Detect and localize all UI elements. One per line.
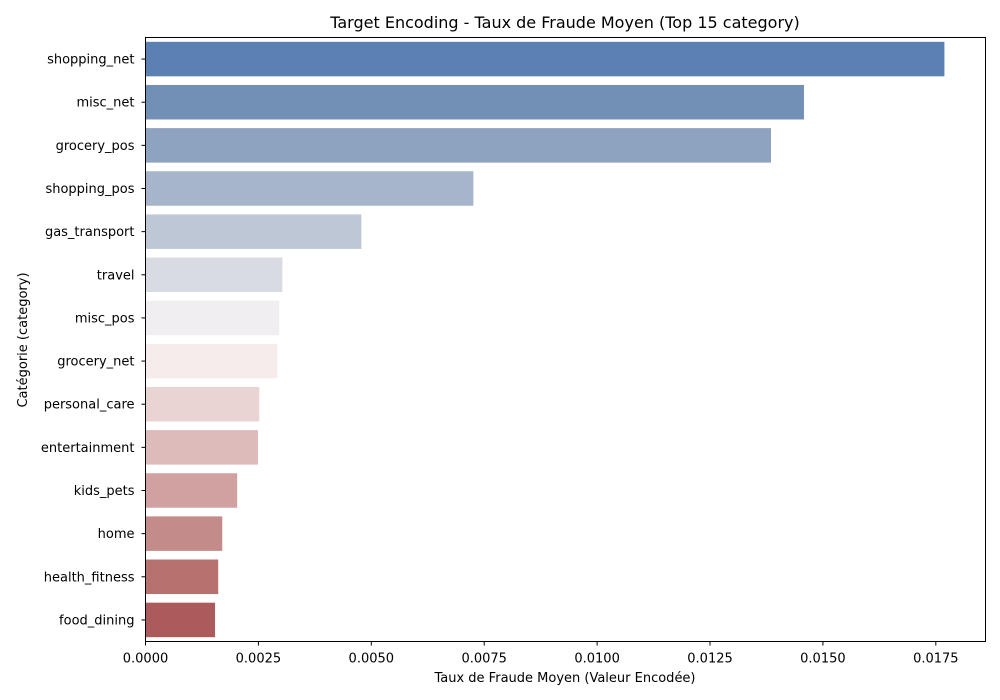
y-tick-label-food_dining: food_dining (59, 613, 134, 628)
x-tick-label: 0.0075 (461, 652, 507, 667)
chart-title: Target Encoding - Taux de Fraude Moyen (… (329, 13, 799, 32)
bar-kids_pets (145, 473, 238, 508)
bar-food_dining (145, 602, 216, 638)
y-tick-label-kids_pets: kids_pets (74, 484, 135, 499)
y-tick-label-personal_care: personal_care (44, 398, 135, 413)
y-tick-label-misc_pos: misc_pos (75, 311, 135, 326)
plot-frame (145, 37, 986, 642)
x-tick-label: 0.0150 (800, 652, 846, 667)
x-ticks: 0.0000 0.0025 0.0050 0.0075 0.0100 0.0125 0.01… (123, 641, 959, 667)
y-tick-label-entertainment: entertainment (41, 441, 135, 456)
bar-misc_net (145, 84, 804, 120)
bar-travel (145, 257, 283, 293)
bar-gas_transport (145, 214, 362, 249)
x-tick-label: 0.0100 (574, 652, 620, 667)
x-tick-label: 0.0025 (236, 652, 282, 667)
x-tick-label: 0.0000 (123, 652, 169, 667)
bar-entertainment (145, 430, 258, 465)
bar-health_fitness (145, 559, 219, 595)
x-tick-label: 0.0175 (913, 652, 959, 667)
bar-home (145, 516, 223, 551)
bar-shopping_pos (145, 171, 474, 206)
y-tick-label-grocery_net: grocery_net (57, 355, 134, 370)
bar-grocery_pos (145, 128, 771, 163)
y-tick-labels: shopping_net misc_net grocery_pos shopping_… (41, 53, 146, 628)
bar-personal_care (145, 386, 260, 422)
x-tick-label: 0.0050 (349, 652, 395, 667)
bars-group (145, 41, 945, 638)
y-axis-label: Catégorie (category) (16, 272, 31, 407)
y-tick-label-gas_transport: gas_transport (45, 225, 135, 240)
y-tick-label-health_fitness: health_fitness (44, 570, 135, 585)
y-tick-label-home: home (98, 527, 135, 542)
y-tick-label-grocery_pos: grocery_pos (56, 139, 135, 154)
y-tick-label-travel: travel (97, 268, 135, 283)
bar-shopping_net (145, 41, 945, 77)
y-tick-label-shopping_pos: shopping_pos (45, 182, 134, 197)
y-tick-label-shopping_net: shopping_net (47, 53, 134, 68)
x-tick-label: 0.0125 (687, 652, 733, 667)
bar-grocery_net (145, 343, 278, 379)
x-axis-label: Taux de Fraude Moyen (Valeur Encodée) (433, 671, 695, 686)
y-tick-label-misc_net: misc_net (76, 96, 134, 111)
bar-misc_pos (145, 300, 280, 336)
